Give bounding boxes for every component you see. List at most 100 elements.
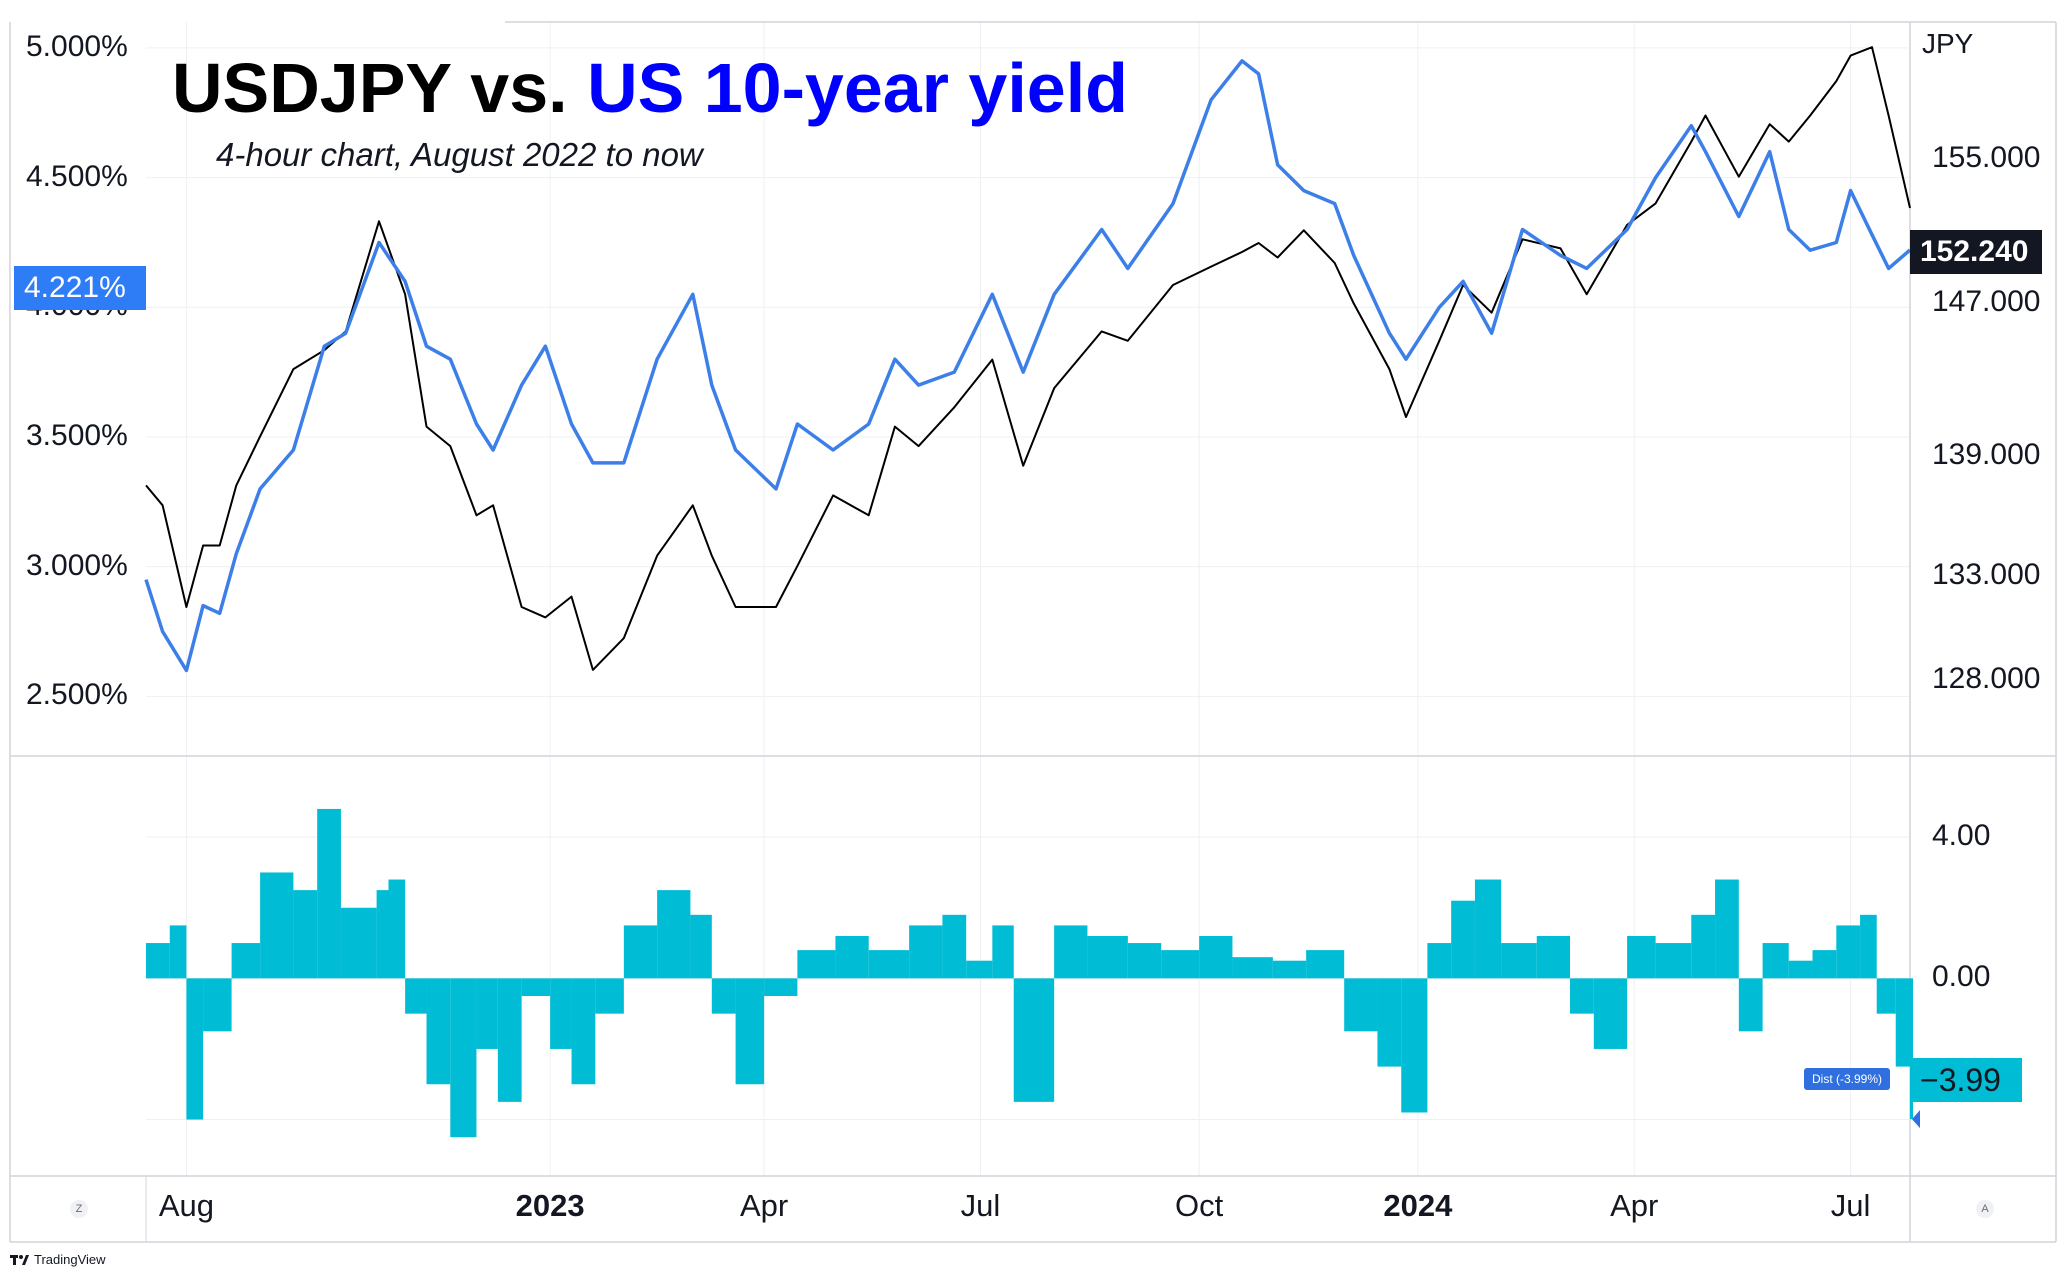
dist-bar bbox=[1655, 943, 1692, 979]
dist-bar bbox=[146, 943, 170, 979]
dist-bar bbox=[1836, 925, 1861, 979]
time-axis-tick-label: Apr bbox=[1610, 1188, 1659, 1223]
dist-bar bbox=[711, 978, 736, 1014]
chart-title: USDJPY vs. US 10-year yield bbox=[172, 48, 1128, 128]
dist-bar bbox=[1199, 936, 1233, 979]
dist-bar bbox=[1895, 978, 1910, 1067]
watermark-text: TradingView bbox=[34, 1252, 106, 1267]
auto-scale-toggle-right[interactable]: A bbox=[1976, 1200, 1994, 1218]
dist-bar bbox=[340, 907, 377, 979]
right-axis-tick-label: 147.000 bbox=[1932, 285, 2041, 319]
dist-bar bbox=[735, 978, 765, 1085]
usdjpy-last-price-tag: 152.240 bbox=[1910, 230, 2042, 274]
time-axis-tick-label: Jul bbox=[960, 1188, 1001, 1223]
dist-bar bbox=[1860, 914, 1877, 979]
grid-layer bbox=[146, 22, 1910, 1176]
dist-bar bbox=[231, 943, 261, 979]
dist-bar bbox=[1306, 950, 1345, 979]
dist-bar bbox=[657, 890, 691, 979]
dist-bar bbox=[595, 978, 624, 1014]
dist-bar bbox=[1161, 950, 1200, 979]
dist-bar bbox=[426, 978, 451, 1085]
dist-bar bbox=[1344, 978, 1378, 1032]
dist-bar bbox=[450, 978, 477, 1138]
left-axis-tick-label: 3.500% bbox=[26, 418, 128, 452]
dist-bar bbox=[1501, 943, 1537, 979]
dist-bar bbox=[1451, 900, 1475, 979]
dist-bar bbox=[1272, 960, 1307, 979]
dist-bar bbox=[571, 978, 596, 1085]
dist-bar bbox=[1627, 936, 1656, 979]
left-axis-tick-label: 5.000% bbox=[26, 29, 128, 63]
dist-bar bbox=[835, 936, 869, 979]
usdjpy-line bbox=[145, 46, 1911, 671]
watermark: TradingView bbox=[10, 1252, 106, 1267]
log-scale-toggle-left[interactable]: Z bbox=[70, 1200, 88, 1218]
dist-bar bbox=[1127, 943, 1162, 979]
left-axis-tick-label: 3.000% bbox=[26, 548, 128, 582]
dist-bar bbox=[476, 978, 498, 1049]
dist-bar bbox=[1691, 914, 1716, 979]
dist-bar bbox=[497, 978, 522, 1102]
dist-bar bbox=[1876, 978, 1896, 1014]
tradingview-logo-icon bbox=[10, 1254, 29, 1265]
usdjpy-series bbox=[145, 46, 1911, 671]
chart-subtitle: 4-hour chart, August 2022 to now bbox=[216, 136, 703, 173]
time-axis-tick-label: Apr bbox=[739, 1188, 789, 1223]
dist-bar bbox=[1054, 925, 1088, 979]
time-axis-tick-label: 2024 bbox=[1383, 1188, 1453, 1223]
left-axis-tick-label: 2.500% bbox=[26, 678, 128, 712]
dist-bar bbox=[1788, 960, 1813, 979]
dist-bar bbox=[797, 950, 836, 979]
dist-bar bbox=[909, 925, 943, 979]
dist-bar bbox=[1715, 879, 1739, 979]
right-axis-tick-label: 155.000 bbox=[1932, 141, 2041, 175]
time-axis-tick-label: Jul bbox=[1830, 1188, 1871, 1223]
yield-last-price-tag: 4.221% bbox=[14, 266, 146, 310]
left-axis-tick-label: 4.500% bbox=[26, 159, 128, 193]
dist-bar bbox=[966, 960, 993, 979]
dist-histogram bbox=[146, 808, 1913, 1138]
dist-bar bbox=[690, 914, 712, 979]
dist-bar bbox=[764, 978, 798, 996]
dist-bar bbox=[550, 978, 572, 1049]
currency-label: JPY bbox=[1918, 28, 1978, 60]
time-axis-tick-label: Oct bbox=[1175, 1188, 1224, 1223]
dist-axis-tick-label: 0.00 bbox=[1932, 960, 1991, 994]
dist-bar bbox=[317, 808, 341, 979]
dist-bar bbox=[1377, 978, 1402, 1067]
dist-bar bbox=[1812, 950, 1837, 979]
dist-bar bbox=[1910, 978, 1913, 1120]
dist-bar bbox=[521, 978, 551, 996]
time-axis-tick-label: 2023 bbox=[515, 1188, 585, 1223]
dist-last-value-tag: −3.99 bbox=[1910, 1058, 2022, 1102]
yield-series bbox=[144, 59, 1912, 673]
title-part-usdjpy: USDJPY vs. bbox=[172, 49, 568, 127]
right-axis-tick-label: 128.000 bbox=[1932, 662, 2041, 696]
time-axis-tick-label: Aug bbox=[158, 1188, 214, 1223]
dist-bar bbox=[1762, 943, 1789, 979]
dist-bar bbox=[1087, 936, 1128, 979]
yield-line bbox=[144, 59, 1912, 673]
dist-bar bbox=[293, 890, 318, 979]
dist-bar bbox=[186, 978, 204, 1120]
dist-bar bbox=[1738, 978, 1763, 1032]
dist-bar bbox=[169, 925, 187, 979]
right-axis-tick-label: 139.000 bbox=[1932, 437, 2041, 471]
dist-bar bbox=[405, 978, 427, 1014]
dist-bar bbox=[203, 978, 232, 1032]
dist-marker-pointer bbox=[1912, 1110, 1920, 1129]
dist-bar bbox=[992, 925, 1014, 979]
dist-bar bbox=[942, 914, 967, 979]
right-axis-tick-label: 133.000 bbox=[1932, 558, 2041, 592]
dist-bar bbox=[1013, 978, 1055, 1102]
dist-bar bbox=[376, 890, 389, 979]
frame-layer bbox=[9, 21, 2057, 1243]
dist-bar bbox=[260, 872, 294, 979]
dist-bar bbox=[388, 879, 406, 979]
dist-axis-tick-label: 4.00 bbox=[1932, 819, 1991, 853]
dist-bar bbox=[1427, 943, 1452, 979]
dist-bar bbox=[1232, 957, 1273, 979]
